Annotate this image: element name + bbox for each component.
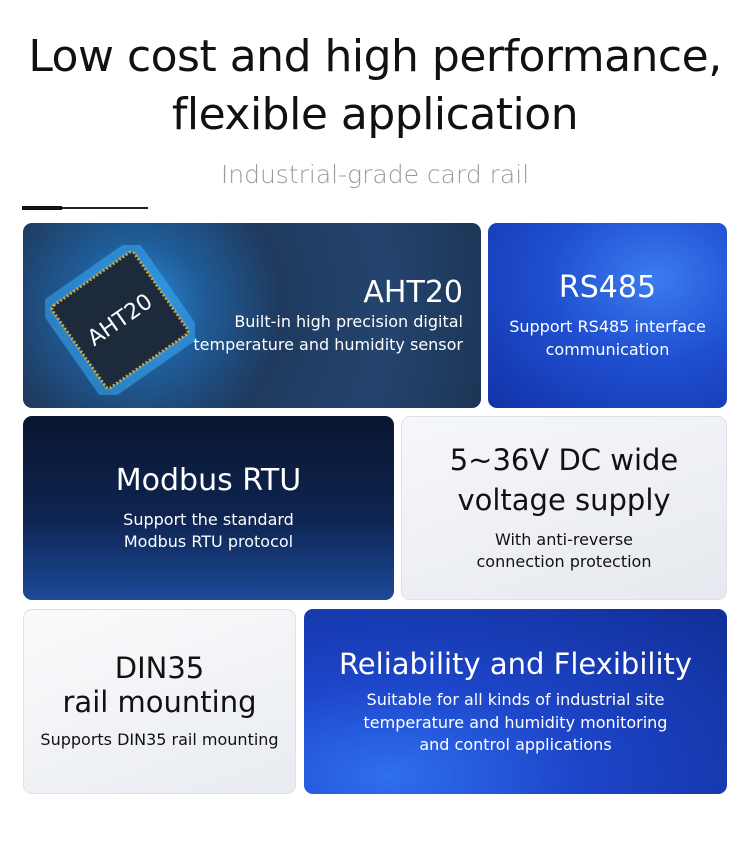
card-title-1: 5~36V DC wide bbox=[449, 442, 679, 477]
card-title-1: DIN35 bbox=[114, 651, 205, 686]
card-desc-1: Suitable for all kinds of industrial sit… bbox=[366, 690, 665, 710]
card-title: AHT20 bbox=[363, 275, 463, 311]
feature-card-modbus: Modbus RTU Support the standard Modbus R… bbox=[23, 416, 394, 600]
card-desc-2: connection protection bbox=[476, 552, 652, 571]
card-desc-1: Built-in high precision digital bbox=[234, 312, 463, 332]
card-desc-1: Support the standard bbox=[123, 509, 294, 529]
feature-card-voltage: 5~36V DC wide voltage supply With anti-r… bbox=[401, 416, 727, 600]
card-title: Reliability and Flexibility bbox=[338, 646, 693, 681]
divider bbox=[22, 206, 148, 210]
subtitle: Industrial-grade card rail bbox=[220, 160, 530, 189]
feature-card-din35: DIN35 rail mounting Supports DIN35 rail … bbox=[23, 609, 296, 794]
chip-icon: AHT20 bbox=[45, 245, 195, 395]
card-desc-1: Support RS485 interface bbox=[509, 317, 706, 337]
card-desc-2: temperature and humidity monitoring bbox=[363, 712, 668, 732]
card-desc-2: communication bbox=[545, 339, 670, 359]
headline-line-2: flexible application bbox=[171, 89, 579, 140]
card-desc-3: and control applications bbox=[419, 735, 612, 755]
card-title-2: voltage supply bbox=[457, 482, 671, 517]
card-desc-2: temperature and humidity sensor bbox=[193, 334, 463, 354]
card-title: Modbus RTU bbox=[115, 462, 302, 498]
feature-card-reliability: Reliability and Flexibility Suitable for… bbox=[304, 609, 727, 794]
card-title: RS485 bbox=[558, 270, 657, 306]
card-desc-1: With anti-reverse bbox=[495, 529, 633, 549]
headline-line-1: Low cost and high performance, bbox=[28, 31, 722, 82]
card-desc-1: Supports DIN35 rail mounting bbox=[40, 730, 279, 750]
card-desc-2: Modbus RTU protocol bbox=[123, 532, 294, 551]
card-title-2: rail mounting bbox=[62, 685, 257, 720]
feature-card-rs485: RS485 Support RS485 interface communicat… bbox=[488, 223, 727, 408]
